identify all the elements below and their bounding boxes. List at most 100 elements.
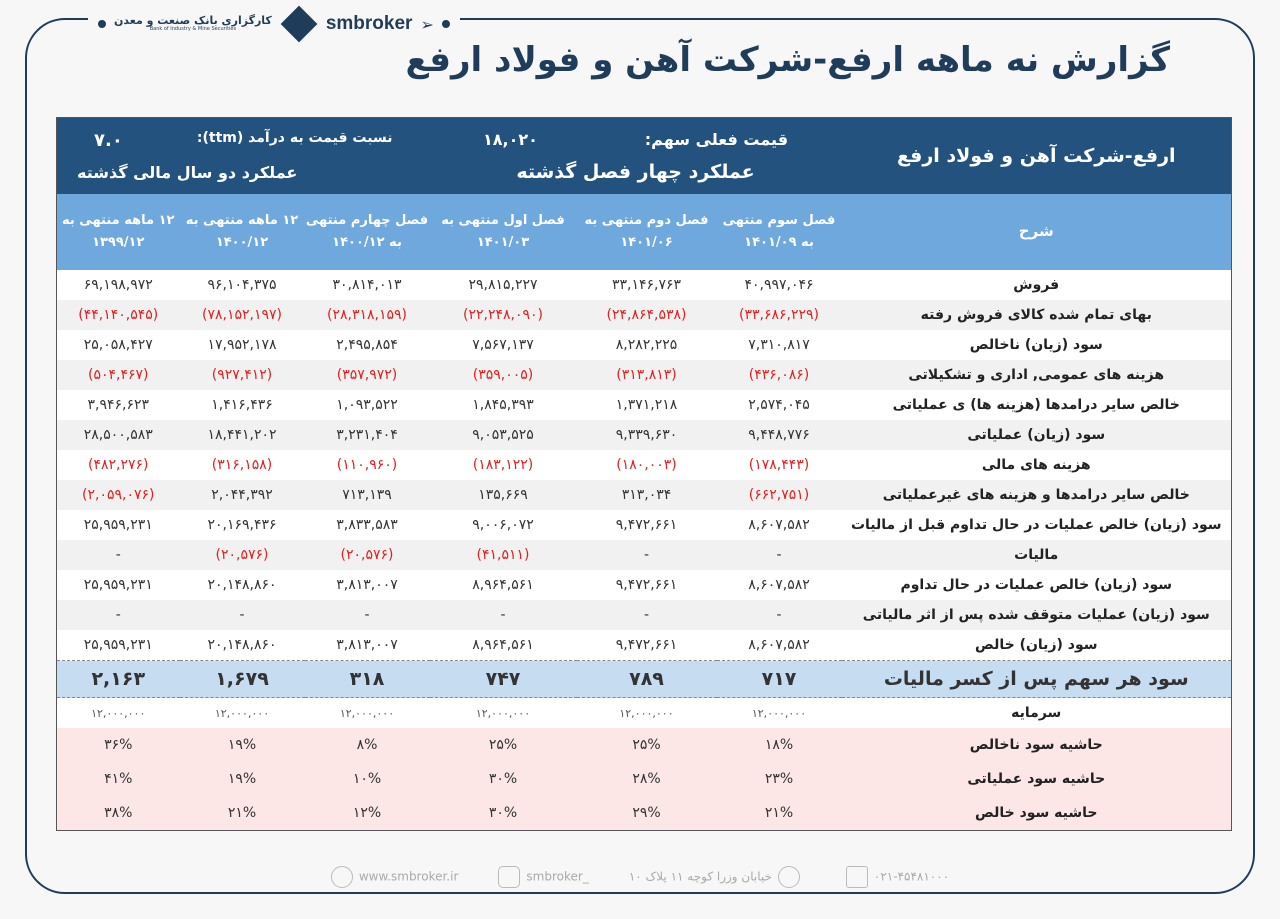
cell-value: ۹,۰۰۶,۰۷۲ (429, 510, 577, 540)
cell-value: ۳۰% (429, 762, 577, 796)
cell-value: ۲,۰۴۴,۳۹۲ (179, 480, 305, 510)
cell-value: - (716, 600, 842, 630)
row-label: خالص سایر درامدها و هزینه های غیرعملیاتی (841, 480, 1232, 510)
footer-website[interactable]: www.smbroker.ir (330, 866, 459, 888)
cell-value: ۱۲,۰۰۰,۰۰۰ (304, 697, 430, 728)
col-header: شرح (841, 194, 1232, 270)
col-header: فصل چهارم منتهی به ۱۴۰۰/۱۲ (304, 194, 430, 270)
financial-table: ارفع-شرکت آهن و فولاد ارفع قیمت فعلی سهم… (56, 117, 1232, 831)
cell-value: (۵۰۴,۴۶۷) (56, 360, 180, 390)
quarters-header: قیمت فعلی سهم: ۱۸,۰۲۰ عملکرد چهار فصل گذش… (429, 117, 842, 194)
cell-value: ۹,۰۵۳,۵۲۵ (429, 420, 577, 450)
cell-value: ۱,۰۹۳,۵۲۲ (304, 390, 430, 420)
cell-value: - (56, 540, 180, 570)
cell-value: ۲۹,۸۱۵,۲۲۷ (429, 270, 577, 300)
phone-text: ۰۲۱-۴۵۴۸۱۰۰۰ (873, 869, 950, 884)
cell-value: ۲۱% (179, 796, 305, 831)
cell-value: - (576, 540, 717, 570)
table-row: خالص سایر درامدها و هزینه های غیرعملیاتی… (56, 480, 1232, 510)
cell-value: ۱۸% (716, 728, 842, 762)
cell-value: ۲۱% (716, 796, 842, 831)
cell-value: ۳۰,۸۱۴,۰۱۳ (304, 270, 430, 300)
margin-row: حاشیه سود خالص ۲۱% ۲۹% ۳۰% ۱۲% ۲۱% ۳۸% (56, 796, 1232, 831)
table-row: سود (زیان) ناخالص ۷,۳۱۰,۸۱۷ ۸,۲۸۲,۲۲۵ ۷,۵۶۷… (56, 330, 1232, 360)
cell-value: ۳۶% (56, 728, 180, 762)
location-pin-icon (777, 866, 800, 888)
cell-value: - (576, 600, 717, 630)
globe-icon (330, 866, 353, 888)
cell-value: ۸,۲۸۲,۲۲۵ (576, 330, 717, 360)
cell-value: ۱۸,۴۴۱,۲۰۲ (179, 420, 305, 450)
table-row: سود (زیان) عملیاتی ۹,۴۴۸,۷۷۶ ۹,۳۳۹,۶۳۰ ۹,۰۵… (56, 420, 1232, 450)
cell-value: ۱۲% (304, 796, 430, 831)
page-title: گزارش نه ماهه ارفع-شرکت آهن و فولاد ارفع (405, 40, 1170, 80)
cell-value: ۸,۶۰۷,۵۸۲ (716, 570, 842, 600)
margin-row: حاشیه سود عملیاتی ۲۳% ۲۸% ۳۰% ۱۰% ۱۹% ۴۱% (56, 762, 1232, 796)
cell-value: ۹,۴۷۲,۶۶۱ (576, 630, 717, 661)
cell-value: ۲۰,۱۴۸,۸۶۰ (179, 630, 305, 661)
cell-value: ۲۵,۹۵۹,۲۳۱ (56, 570, 180, 600)
cell-value: ۸,۶۰۷,۵۸۲ (716, 510, 842, 540)
company-name: ارفع-شرکت آهن و فولاد ارفع (841, 117, 1232, 194)
cell-value: ۱۲,۰۰۰,۰۰۰ (179, 697, 305, 728)
table-header-top: ارفع-شرکت آهن و فولاد ارفع قیمت فعلی سهم… (56, 117, 1232, 194)
cell-value: ۲,۵۷۴,۰۴۵ (716, 390, 842, 420)
cell-value: ۹,۴۷۲,۶۶۱ (576, 570, 717, 600)
col-header: فصل اول منتهی به ۱۴۰۱/۰۳ (429, 194, 577, 270)
row-label: سود (زیان) عملیاتی (841, 420, 1232, 450)
cell-value: - (56, 600, 180, 630)
cell-value: ۳۸% (56, 796, 180, 831)
cell-value: ۴۱% (56, 762, 180, 796)
cell-value: ۹,۴۴۸,۷۷۶ (716, 420, 842, 450)
cell-value: ۸% (304, 728, 430, 762)
cell-value: ۳۰% (429, 796, 577, 831)
table-row: سود (زیان) خالص عملیات در حال تداوم قبل … (56, 510, 1232, 540)
row-label: حاشیه سود عملیاتی (841, 762, 1232, 796)
pe-label: نسبت قیمت به درآمد (ttm): (196, 130, 393, 146)
cell-value: ۲۵% (429, 728, 577, 762)
cell-value: ۷۱۷ (716, 660, 842, 698)
footer-instagram[interactable]: smbroker_ (498, 866, 589, 888)
cell-value: (۲۰,۵۷۶) (304, 540, 430, 570)
footer-phone: ۰۲۱-۴۵۴۸۱۰۰۰ (845, 866, 950, 888)
cell-value: (۲۴,۸۶۴,۵۳۸) (576, 300, 717, 330)
capital-row: سرمایه ۱۲,۰۰۰,۰۰۰ ۱۲,۰۰۰,۰۰۰ ۱۲,۰۰۰,۰۰۰ ۱۲,۰… (56, 697, 1232, 728)
cell-value: (۷۸,۱۵۲,۱۹۷) (179, 300, 305, 330)
cell-value: (۹۲۷,۴۱۲) (179, 360, 305, 390)
col-header: فصل سوم منتهی به ۱۴۰۱/۰۹ (716, 194, 842, 270)
cell-value: - (716, 540, 842, 570)
cell-value: - (304, 600, 430, 630)
cell-value: ۱۹% (179, 728, 305, 762)
cell-value: ۲۰,۱۶۹,۴۳۶ (179, 510, 305, 540)
cell-value: ۲۸,۵۰۰,۵۸۳ (56, 420, 180, 450)
price-label: قیمت فعلی سهم: (644, 129, 789, 149)
website-text: www.smbroker.ir (358, 869, 459, 884)
cell-value: ۱۰% (304, 762, 430, 796)
cell-value: (۳۳,۶۸۶,۲۲۹) (716, 300, 842, 330)
row-label: سود (زیان) خالص عملیات در حال تداوم قبل … (841, 510, 1232, 540)
cell-value: (۴۳۶,۰۸۶) (716, 360, 842, 390)
table-row: مالیات - - (۴۱,۵۱۱) (۲۰,۵۷۶) (۲۰,۵۷۶) - (56, 540, 1232, 570)
cell-value: ۸,۶۰۷,۵۸۲ (716, 630, 842, 661)
quarters-group-title: عملکرد چهار فصل گذشته (516, 160, 755, 183)
logo-dot (441, 20, 450, 28)
col-header: ۱۲ ماهه منتهی به ۱۳۹۹/۱۲ (56, 194, 180, 270)
row-label: حاشیه سود خالص (841, 796, 1232, 831)
cell-value: ۷۴۷ (429, 660, 577, 698)
cell-value: (۳۱۳,۸۱۳) (576, 360, 717, 390)
cell-value: ۱,۸۴۵,۳۹۳ (429, 390, 577, 420)
pe-value: ۷.۰ (94, 130, 123, 151)
row-label: حاشیه سود ناخالص (841, 728, 1232, 762)
cell-value: ۴۰,۹۹۷,۰۴۶ (716, 270, 842, 300)
cell-value: (۴۴,۱۴۰,۵۴۵) (56, 300, 180, 330)
cell-value: ۳,۸۱۳,۰۰۷ (304, 630, 430, 661)
cell-value: (۱۷۸,۴۴۳) (716, 450, 842, 480)
col-header: ۱۲ ماهه منتهی به ۱۴۰۰/۱۲ (179, 194, 305, 270)
cell-value: ۸,۹۶۴,۵۶۱ (429, 630, 577, 661)
cell-value: ۹۶,۱۰۴,۳۷۵ (179, 270, 305, 300)
cell-value: ۲,۱۶۳ (56, 660, 180, 698)
row-label: مالیات (841, 540, 1232, 570)
table-row: سود (زیان) عملیات متوقف شده پس از اثر ما… (56, 600, 1232, 630)
cell-value: ۷۸۹ (576, 660, 717, 698)
cell-value: (۲,۰۵۹,۰۷۶) (56, 480, 180, 510)
